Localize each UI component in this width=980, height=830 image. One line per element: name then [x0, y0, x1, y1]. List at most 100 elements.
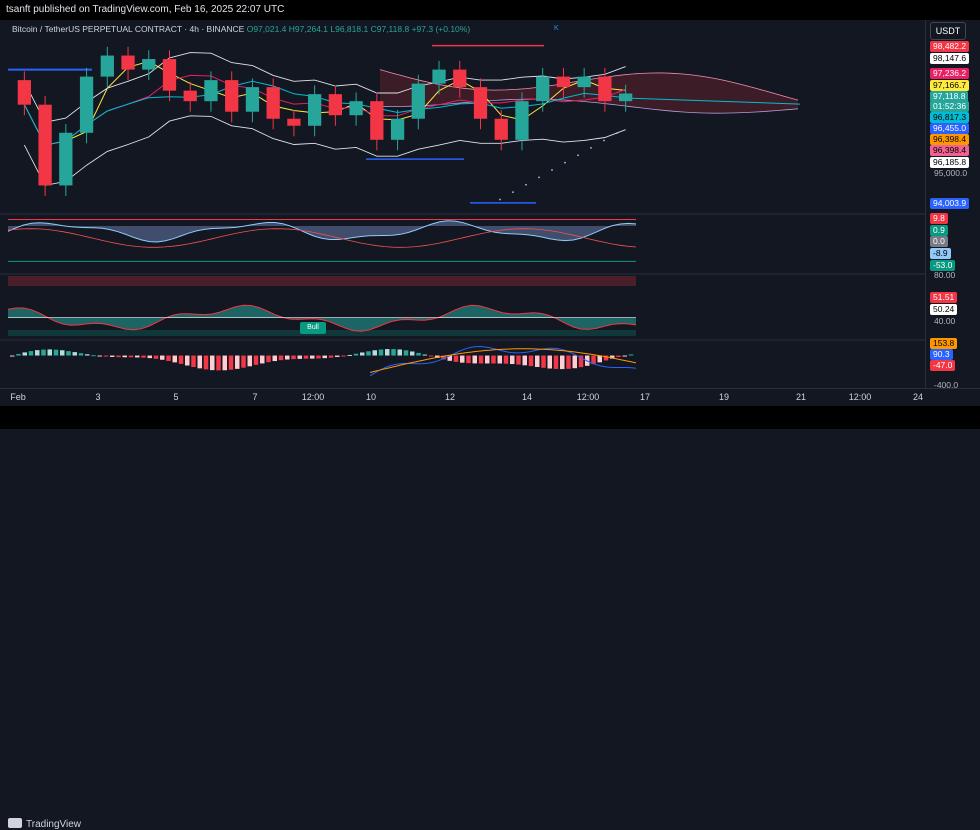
x-tick-4: 12:00	[301, 392, 325, 402]
osc3-hist-bar-16	[110, 355, 115, 357]
osc3-hist-bar-74	[472, 355, 477, 364]
price-tag-10: 96,185.8	[930, 157, 970, 168]
osc3-hist-bar-67	[428, 355, 434, 357]
candle-body-3	[79, 76, 94, 133]
osc3-hist-bar-61	[391, 349, 396, 356]
osc3-hist-bar-7	[53, 349, 59, 356]
osc3-hist-bar-25	[166, 355, 171, 361]
osc3-hist-bar-24	[160, 355, 165, 360]
price-tag-3: 97,166.7	[930, 80, 970, 91]
osc3-hist-bar-86	[547, 355, 552, 369]
osc3-macd-line	[369, 345, 637, 377]
osc2-overbought-zone	[8, 276, 636, 286]
osc3-hist-bar-70	[447, 355, 452, 361]
publish-bar: tsanft published on TradingView.com, Feb…	[0, 0, 980, 20]
sar-dot-0	[499, 198, 501, 201]
osc3-hist-bar-79	[503, 355, 509, 364]
osc3-hist-bar-94	[597, 355, 602, 363]
legend-low: L96,818.1	[330, 24, 369, 34]
x-tick-5: 10	[365, 392, 377, 402]
currency-button[interactable]: USDT	[930, 22, 966, 40]
price-tag-6: 96,817.3	[930, 112, 970, 123]
price-tag-2: 97,236.2	[930, 68, 970, 79]
x-tick-9: 17	[639, 392, 651, 402]
candle-body-25	[536, 76, 550, 102]
osc3-tag-0: 153.8	[930, 338, 958, 349]
candle-body-22	[473, 87, 488, 119]
osc3-hist-bar-84	[535, 355, 540, 367]
osc3-hist-bar-46	[297, 355, 302, 359]
osc3-hist-bar-81	[516, 355, 521, 365]
osc3-hist-bar-85	[541, 355, 546, 368]
osc3-hist-bar-39	[253, 355, 259, 365]
osc3-signal-line	[369, 348, 637, 373]
candle-body-21	[453, 69, 467, 88]
legend-symbol: Bitcoin / TetherUS PERPETUAL CONTRACT	[12, 24, 182, 34]
osc3-hist-bar-77	[491, 355, 496, 364]
sar-dot-3	[538, 176, 540, 179]
osc3-hist-bar-56	[360, 352, 365, 356]
tradingview-logo[interactable]: TradingView	[8, 818, 81, 830]
publish-info: tsanft published on TradingView.com, Feb…	[6, 4, 285, 15]
osc3-hist-bar-35	[228, 355, 234, 370]
symbol-legend: Bitcoin / TetherUS PERPETUAL CONTRACT · …	[12, 24, 471, 34]
candle-body-17	[370, 101, 384, 140]
osc3-hist-bar-51	[328, 355, 334, 358]
legend-interval: 4h	[189, 24, 199, 34]
osc3-hist-bar-2	[22, 352, 27, 356]
candle-body-5	[121, 55, 135, 70]
sar-dot-1	[512, 191, 514, 193]
candle-body-7	[162, 59, 177, 91]
osc3-hist-bar-60	[385, 349, 390, 356]
candle-body-9	[204, 80, 218, 102]
candle-body-1	[38, 104, 52, 186]
osc3-hist-bar-59	[378, 349, 384, 356]
legend-close: C97,118.8	[370, 24, 410, 34]
osc3-hist-bar-29	[191, 355, 196, 368]
ichimoku-cloud	[380, 69, 798, 114]
candle-body-2	[59, 132, 73, 186]
osc3-hist-bar-97	[616, 355, 621, 357]
osc3-hist-bar-43	[278, 355, 284, 361]
candle-body-27	[577, 76, 591, 88]
legend-change: +97.3 (+0.10%)	[411, 24, 471, 34]
osc3-tag-3: -400.0	[934, 380, 959, 390]
legend-open: O97,021.4	[246, 24, 287, 34]
time-axis[interactable]	[0, 388, 980, 407]
bull-label: Bull	[300, 322, 326, 334]
osc3-hist-bar-4	[35, 350, 40, 356]
sar-dot-8	[603, 139, 605, 142]
candle-body-11	[245, 87, 260, 112]
osc3-hist-bar-52	[335, 355, 340, 357]
osc3-hist-bar-5	[41, 349, 46, 356]
osc3-hist-bar-98	[622, 355, 627, 357]
osc3-hist-bar-80	[510, 355, 515, 365]
candle-body-6	[142, 59, 156, 70]
osc3-hist-bar-53	[341, 355, 346, 357]
sar-dot-6	[577, 154, 579, 157]
chart-canvas[interactable]: K	[0, 0, 980, 429]
osc3-hist-bar-65	[416, 352, 421, 356]
candle-body-14	[307, 94, 322, 126]
kumo-marker: K	[554, 25, 559, 32]
osc1-signal	[7, 228, 637, 248]
candle-body-16	[349, 101, 363, 116]
candle-body-4	[100, 55, 114, 77]
osc3-hist-bar-75	[478, 355, 484, 364]
osc1-line	[7, 220, 637, 243]
sar-dot-5	[564, 161, 566, 164]
osc3-hist-bar-64	[410, 351, 415, 356]
osc3-hist-bar-50	[322, 355, 327, 359]
osc3-hist-bar-72	[460, 355, 465, 363]
osc3-hist-bar-1	[16, 353, 21, 356]
osc1-tag-3: -8.9	[930, 248, 951, 259]
osc3-hist-bar-32	[210, 355, 215, 371]
osc3-hist-bar-54	[347, 354, 352, 356]
osc3-hist-bar-93	[591, 355, 596, 365]
osc3-hist-bar-28	[185, 355, 190, 366]
osc3-tag-1: 90.3	[930, 349, 953, 360]
osc3-hist-bar-91	[578, 355, 584, 368]
osc3-hist-bar-0	[10, 355, 15, 357]
osc3-hist-bar-62	[397, 349, 402, 356]
osc3-hist-bar-49	[316, 355, 321, 359]
